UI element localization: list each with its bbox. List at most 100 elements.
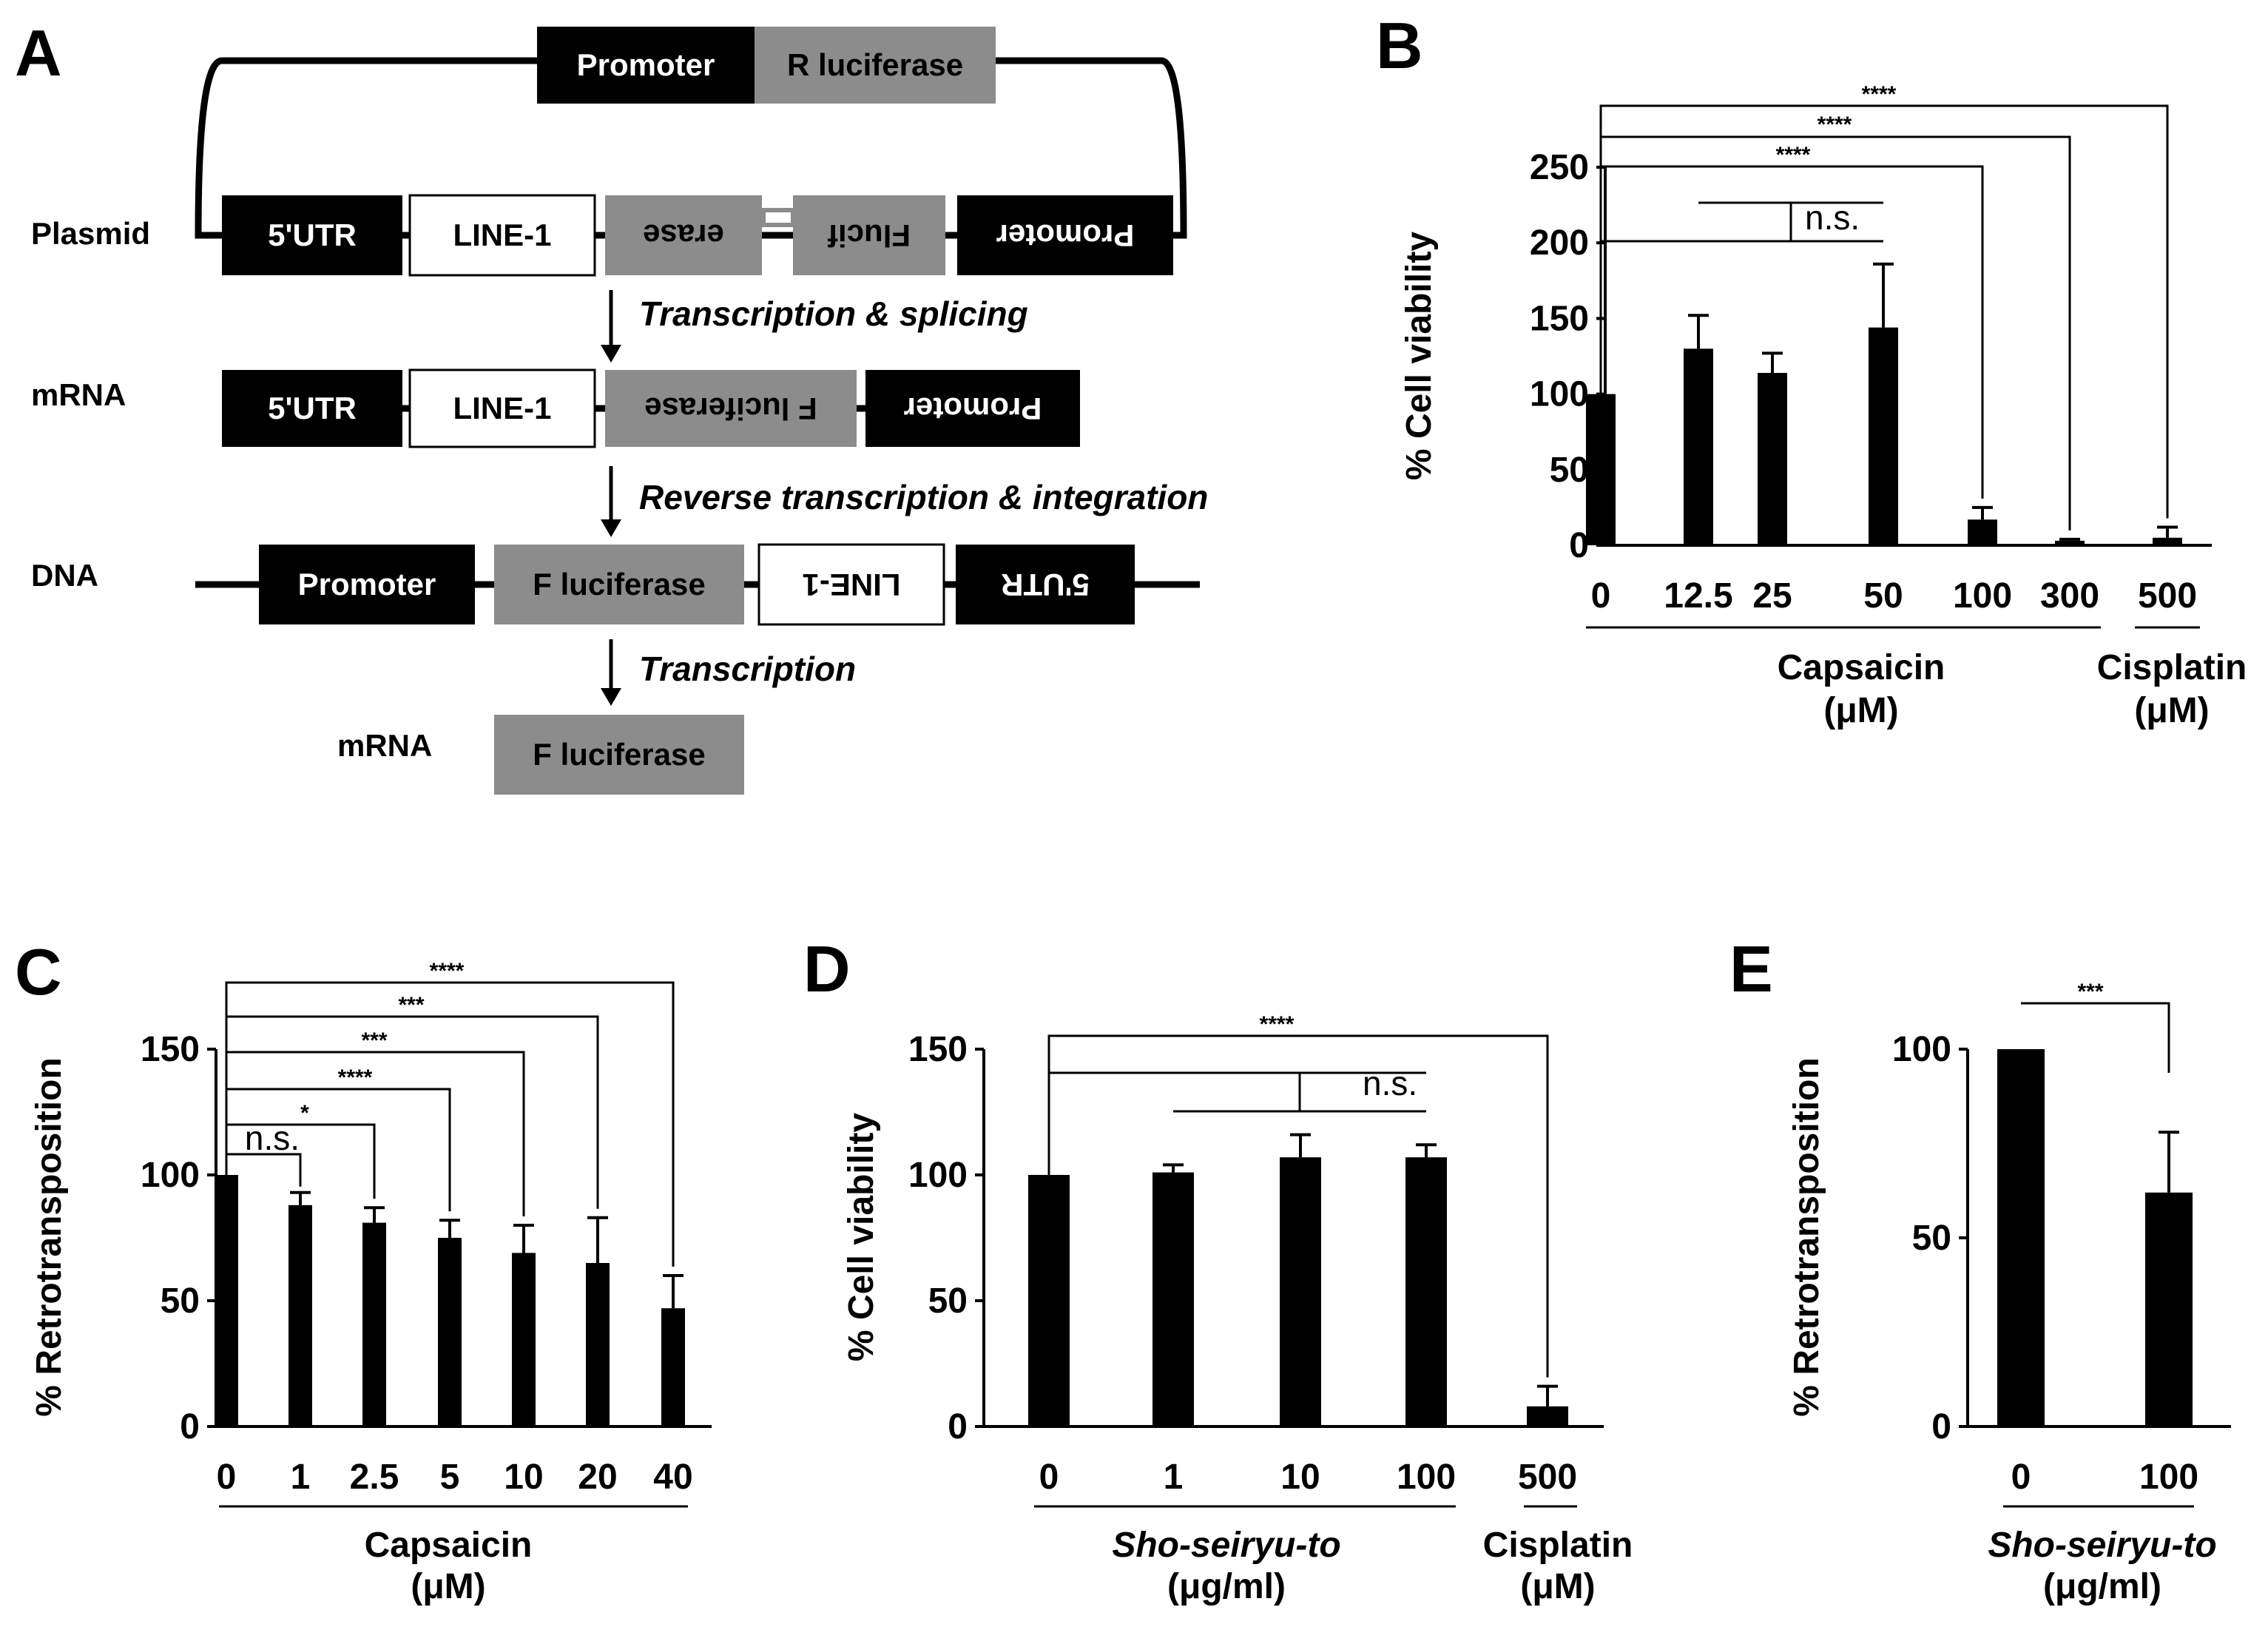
chart-d-sig-label: **** (1260, 1012, 1295, 1037)
chart-d: 0 50 100 150 % Cell viability 0 1 10 100 500 Sho-s… (842, 1012, 1633, 1606)
chart-b-ytick-label: 50 (1550, 451, 1589, 490)
chart-d-xtick-label: 1 (1164, 1458, 1184, 1497)
dna-fluc-box (494, 545, 744, 624)
flucif-label: Flucif (827, 218, 911, 253)
chart-e-ytick-label: 0 (1931, 1407, 1951, 1446)
plasmid-promoter-label: Promoter (577, 47, 715, 82)
panel-letter-d: D (803, 932, 851, 1005)
chart-c-bar (438, 1238, 462, 1426)
chart-c-xtick-label: 0 (217, 1458, 237, 1497)
arrow-step2-head (601, 519, 621, 537)
plasmid-promoter-box (537, 27, 755, 104)
chart-b-group-label: Capsaicin (1778, 648, 1945, 687)
mrna-utr-label: 5'UTR (268, 391, 357, 425)
plasmid-rev-promoter-box (957, 195, 1173, 275)
panel-letter-a: A (15, 16, 62, 90)
chart-b-sig-label: **** (1818, 112, 1852, 137)
chart-e-group-label: Sho-seiryu-to (1988, 1526, 2216, 1565)
step1-text: Transcription & splicing (639, 294, 1028, 333)
chart-c-xtick-label: 20 (578, 1458, 617, 1497)
dna-line1-box (757, 543, 945, 626)
chart-e-xtick-label: 100 (2139, 1458, 2198, 1497)
chart-c-bar (215, 1175, 238, 1426)
chart-b-xtick-label: 25 (1752, 576, 1792, 616)
chart-b-ytick-label: 0 (1569, 526, 1589, 565)
dna-utr-label: 5'UTR (1001, 567, 1090, 602)
chart-d-group-unit: (μg/ml) (1167, 1567, 1286, 1606)
step3-text: Transcription (639, 650, 856, 688)
chart-d-bar (1028, 1175, 1070, 1426)
flucif-box (793, 195, 945, 275)
chart-c: 0 50 100 150 % Retrotransposition 0 1 2.5 5 10 20 4… (30, 959, 712, 1606)
chart-c-sig-label: *** (361, 1028, 387, 1053)
chart-b-ylabel: % Cell viability (1400, 232, 1439, 480)
chart-e-xtick-label: 0 (2011, 1458, 2031, 1497)
chart-c-sig-bracket (225, 981, 675, 1267)
dna-promoter-label: Promoter (298, 567, 436, 602)
chart-b-ns-bracket (1599, 240, 1883, 394)
chart-c-bar (362, 1222, 386, 1426)
chart-b-ns-label: n.s. (1805, 198, 1860, 237)
chart-e-bar (1997, 1049, 2045, 1426)
mrna-rev-promoter-box (865, 370, 1080, 447)
chart-c-ylabel: % Retrotransposition (30, 1057, 69, 1416)
chart-b-xtick-label: 12.5 (1664, 576, 1732, 616)
chart-c-sig-label: *** (398, 993, 424, 1017)
chart-c-sig-label: * (300, 1101, 309, 1125)
chart-d-ns-label: n.s. (1363, 1064, 1417, 1102)
rluc-label: R luciferase (787, 47, 963, 82)
chart-c-xtick-label: 1 (291, 1458, 311, 1497)
dna-utr-box (956, 545, 1135, 624)
chart-d-xtick-label: 500 (1518, 1458, 1577, 1497)
chart-b-group-unit: (μM) (2134, 691, 2209, 730)
dna-line1-label: LINE-1 (802, 567, 900, 602)
chart-d-bar (1405, 1157, 1447, 1426)
chart-c-xtick-label: 2.5 (350, 1458, 399, 1497)
plasmid-line1-label: LINE-1 (453, 218, 551, 252)
chart-c-xtick-label: 40 (653, 1458, 692, 1497)
chart-b-group-unit: (μM) (1823, 691, 1898, 730)
dna-fluc-label: F luciferase (533, 567, 705, 602)
chart-b-ytick-label: 200 (1530, 223, 1589, 263)
mrna-line1-label: LINE-1 (453, 391, 551, 425)
chart-c-bar (288, 1205, 312, 1426)
chart-d-bar (1280, 1157, 1321, 1426)
erase-label: erase (643, 218, 724, 253)
panel-letter-e: E (1729, 932, 1773, 1005)
chart-c-ytick-label: 150 (141, 1030, 200, 1069)
chart-b-ytick-label: 250 (1530, 148, 1589, 187)
chart-b-ytick-label: 150 (1530, 299, 1589, 338)
chart-b-sig-bracket (1599, 104, 2169, 519)
intron-gap (761, 208, 795, 227)
chart-e-sig-bracket (2021, 1002, 2170, 1073)
arrow-step1-head (601, 345, 621, 363)
chart-c-bar (661, 1308, 685, 1426)
chart-b: 0 50 100 150 200 250 % Cell viability 0 12.5 25 50… (1400, 82, 2247, 730)
chart-c-bar (512, 1253, 536, 1426)
chart-c-sig-label: **** (430, 959, 465, 983)
chart-d-xtick-label: 10 (1280, 1458, 1320, 1497)
step2-text: Reverse transcription & integration (639, 478, 1208, 516)
plasmid-rev-promoter-label: Promoter (996, 218, 1135, 253)
rluc-box (755, 27, 996, 104)
panel-letter-c: C (15, 935, 62, 1008)
row-label-mrna2: mRNA (337, 728, 432, 763)
final-fluc-label: F luciferase (533, 737, 705, 772)
chart-d-xtick-label: 0 (1039, 1458, 1059, 1497)
mrna-utr-box (222, 370, 402, 447)
chart-c-xtick-label: 5 (440, 1458, 460, 1497)
chart-d-group-unit: (μM) (1520, 1567, 1595, 1606)
chart-e-sig-label: *** (2077, 980, 2103, 1004)
chart-b-bar (1586, 394, 1616, 545)
chart-d-bar (1527, 1406, 1568, 1426)
chart-b-bar (2055, 540, 2085, 545)
chart-e-bar (2145, 1192, 2193, 1426)
chart-b-xtick-label: 100 (1953, 576, 2012, 616)
mrna-fluc-box (605, 370, 857, 447)
chart-b-bar (1968, 519, 1997, 545)
chart-e-ytick-label: 100 (1892, 1030, 1951, 1069)
chart-b-xtick-label: 50 (1863, 576, 1903, 616)
chart-e-ylabel: % Retrotransposition (1787, 1057, 1826, 1416)
chart-e-ytick-label: 50 (1912, 1219, 1951, 1258)
